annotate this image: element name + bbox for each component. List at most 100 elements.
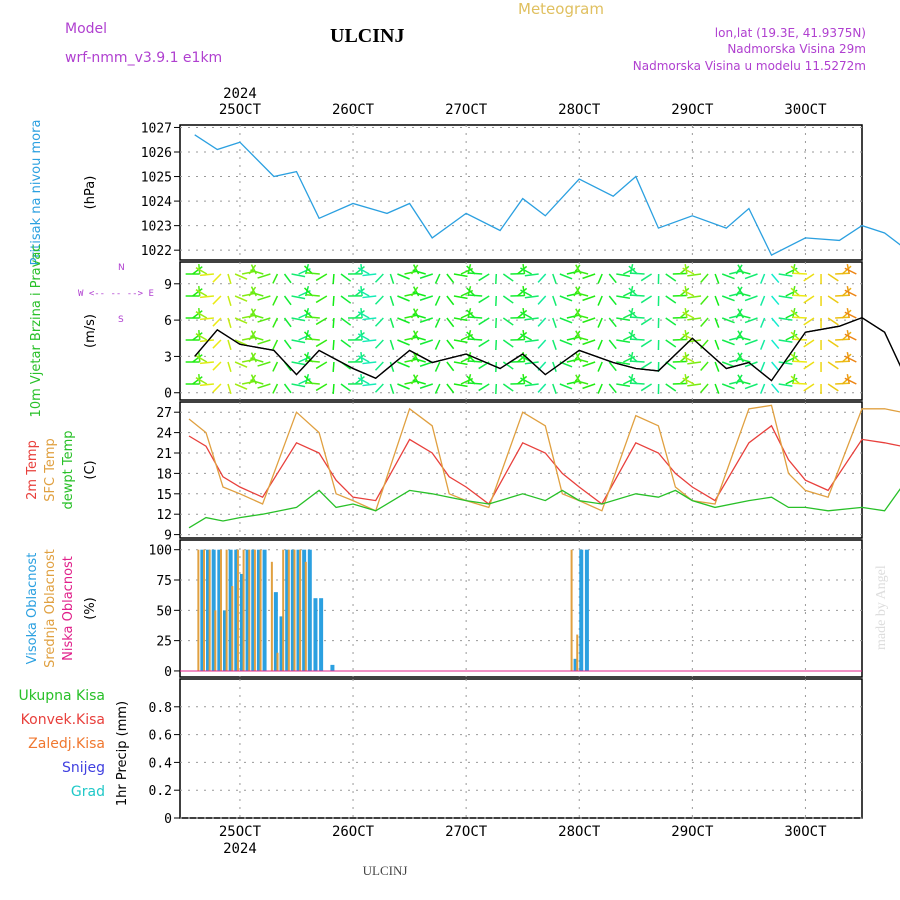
precip-legend: Konvek.Kisa	[21, 712, 105, 728]
wind-arrow	[257, 273, 271, 279]
wind-arrow	[790, 265, 801, 275]
series-line	[188, 424, 900, 505]
wind-arrow	[227, 361, 232, 372]
wind-arrow	[354, 265, 365, 275]
wind-arrow	[744, 273, 758, 280]
wind-arrow	[778, 383, 793, 387]
wind-arrow	[714, 361, 720, 372]
wind-arrow	[502, 361, 514, 370]
wind-arrow	[640, 295, 653, 304]
wind-arrow	[524, 273, 539, 277]
cloud-bar	[208, 549, 211, 671]
wind-arrow	[846, 329, 851, 341]
wind-arrow	[597, 317, 603, 328]
cloud-bar	[273, 592, 278, 671]
y-tick-label: 18	[156, 467, 172, 482]
bottom-year-label: 2024	[223, 841, 257, 857]
wind-arrow	[227, 317, 232, 328]
wind-arrow	[502, 383, 514, 392]
wind-arrow	[357, 267, 370, 275]
wind-arrow	[520, 311, 532, 319]
wind-arrow	[537, 317, 547, 327]
wind-arrow	[453, 361, 468, 366]
wind-arrow	[630, 338, 645, 341]
wind-arrow	[552, 383, 557, 394]
wind-arrow	[665, 273, 677, 282]
wind-arrow	[227, 339, 232, 350]
y-tick-label: 0.4	[149, 756, 173, 771]
wind-arrow	[283, 317, 292, 328]
bottom-date-label: 27OCT	[445, 824, 488, 840]
wind-arrow	[354, 353, 365, 363]
precip-legend: Ukupna Kisa	[18, 688, 105, 704]
wind-arrow	[315, 361, 328, 370]
wind-arrow	[412, 379, 426, 385]
wind-arrow	[257, 317, 271, 323]
cloud-bar	[197, 549, 200, 671]
wind-arrow	[574, 313, 589, 319]
cloud-bar	[330, 664, 335, 671]
wind-arrow	[803, 295, 815, 304]
wind-arrow	[374, 295, 384, 305]
wind-arrow	[332, 295, 335, 307]
wind-arrow	[362, 317, 377, 321]
bottom-date-label: 26OCT	[332, 824, 375, 840]
wind-arrow	[760, 317, 766, 328]
wind-arrow	[362, 383, 377, 387]
wind-arrow	[573, 286, 581, 297]
cloud-bar	[225, 549, 228, 671]
wind-arrow	[574, 357, 589, 363]
wind-arrow	[574, 269, 589, 275]
wind-arrow	[272, 339, 279, 350]
cloud-bar	[302, 549, 307, 671]
axis-unit: 1hr Precip (mm)	[115, 701, 130, 806]
wind-arrow	[410, 308, 419, 319]
wind-arrow	[332, 273, 335, 285]
wind-arrow	[212, 339, 222, 349]
wind-arrow	[516, 287, 528, 297]
wind-arrow	[846, 373, 851, 385]
wind-arrow	[792, 294, 807, 297]
model-label: Model	[65, 21, 107, 37]
cloud-bar	[203, 549, 206, 671]
wind-arrow	[760, 273, 766, 284]
wind-arrow	[357, 377, 370, 385]
panel-frame	[179, 401, 863, 539]
y-tick-label: 0	[164, 387, 172, 402]
cloud-bar	[211, 549, 216, 671]
cloud-bar	[313, 598, 318, 671]
wind-arrow	[257, 383, 271, 389]
wind-arrow	[192, 376, 203, 385]
wind-arrow	[397, 339, 410, 346]
wind-arrow	[199, 361, 214, 365]
wind-arrow	[412, 291, 426, 297]
wind-arrow	[573, 330, 581, 341]
wind-arrow	[248, 308, 257, 319]
wind-arrow	[212, 317, 222, 327]
wind-arrow	[192, 354, 203, 363]
cloud-bar	[248, 549, 251, 671]
wind-arrow	[340, 339, 352, 348]
panel-frame	[179, 539, 863, 678]
cloud-bar	[296, 549, 301, 671]
wind-arrow	[250, 308, 257, 319]
wind-arrow	[446, 273, 455, 284]
wind-arrow	[687, 383, 702, 387]
wind-arrow	[315, 317, 328, 326]
wind-arrow	[419, 383, 433, 389]
wind-arrow	[597, 273, 603, 284]
wind-arrow	[478, 339, 490, 348]
cloud-bar	[299, 549, 302, 671]
y-tick-label: 24	[156, 427, 172, 442]
wind-arrow	[684, 351, 688, 363]
wind-arrow	[362, 295, 377, 299]
wind-arrow	[412, 313, 426, 319]
cloud-bar	[290, 549, 295, 671]
wind-arrow	[362, 361, 377, 365]
wind-arrow	[827, 273, 839, 282]
wind-arrow	[195, 377, 208, 385]
wind-arrow	[687, 273, 702, 277]
wind-arrow	[846, 263, 851, 275]
wind-arrow	[841, 375, 852, 385]
